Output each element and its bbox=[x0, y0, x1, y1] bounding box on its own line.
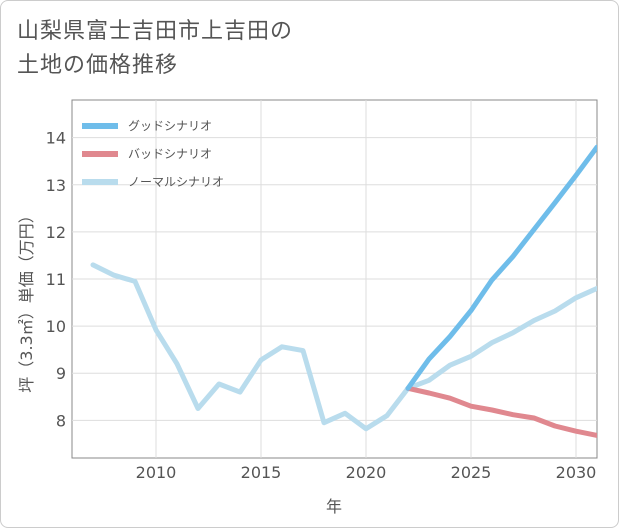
y-tick-8: 8 bbox=[56, 411, 66, 430]
legend-label-1: バッドシナリオ bbox=[128, 147, 212, 161]
x-tick-labels: 2010 2015 2020 2025 2030 bbox=[136, 463, 597, 482]
y-tick-9: 9 bbox=[56, 364, 66, 383]
series-line-0 bbox=[405, 144, 597, 391]
y-tick-13: 13 bbox=[46, 176, 66, 195]
y-axis-label: 坪（3.3㎡）単価（万円） bbox=[17, 207, 36, 392]
grid-lines bbox=[72, 100, 597, 458]
series-line-1 bbox=[405, 385, 597, 438]
y-tick-10: 10 bbox=[46, 317, 66, 336]
series-lines bbox=[90, 144, 597, 438]
chart-title-line1: 山梨県富士吉田市上吉田の bbox=[17, 19, 294, 44]
x-axis-label: 年 bbox=[326, 497, 342, 516]
chart-title-line2: 土地の価格推移 bbox=[17, 53, 179, 78]
legend-label-0: グッドシナリオ bbox=[128, 119, 212, 133]
y-tick-labels: 8 9 10 11 12 13 14 bbox=[46, 129, 66, 431]
x-tick-2015: 2015 bbox=[241, 463, 282, 482]
y-tick-14: 14 bbox=[46, 129, 66, 148]
chart-title: 山梨県富士吉田市上吉田の 土地の価格推移 bbox=[17, 15, 293, 83]
series-line-2 bbox=[90, 262, 597, 432]
y-tick-12: 12 bbox=[46, 223, 66, 242]
x-tick-2010: 2010 bbox=[136, 463, 177, 482]
x-tick-2025: 2025 bbox=[451, 463, 492, 482]
legend-label-2: ノーマルシナリオ bbox=[128, 175, 224, 189]
x-tick-2020: 2020 bbox=[346, 463, 387, 482]
x-tick-2030: 2030 bbox=[556, 463, 597, 482]
y-tick-11: 11 bbox=[46, 270, 66, 289]
